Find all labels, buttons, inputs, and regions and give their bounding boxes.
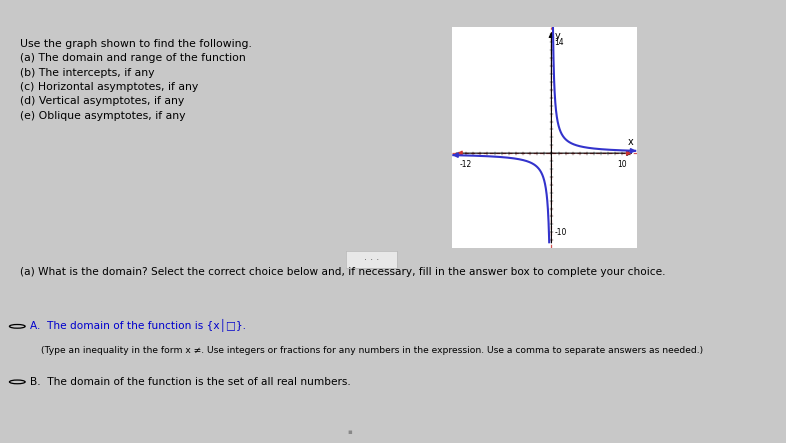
Text: ▪: ▪ (347, 429, 352, 435)
Text: x: x (627, 137, 633, 147)
Text: y: y (554, 31, 560, 41)
Text: -12: -12 (460, 160, 472, 169)
Text: -10: -10 (554, 228, 567, 237)
Text: (Type an inequality in the form x ≠. Use integers or fractions for any numbers i: (Type an inequality in the form x ≠. Use… (41, 346, 703, 355)
Text: B.  The domain of the function is the set of all real numbers.: B. The domain of the function is the set… (30, 377, 351, 387)
Text: A.  The domain of the function is {x│□}.: A. The domain of the function is {x│□}. (30, 319, 246, 332)
Text: 10: 10 (618, 160, 627, 169)
Text: Use the graph shown to find the following.
(a) The domain and range of the funct: Use the graph shown to find the followin… (20, 39, 252, 121)
Text: 14: 14 (554, 38, 564, 47)
Text: (a) What is the domain? Select the correct choice below and, if necessary, fill : (a) What is the domain? Select the corre… (20, 267, 665, 277)
Text: · · ·: · · · (364, 255, 379, 264)
